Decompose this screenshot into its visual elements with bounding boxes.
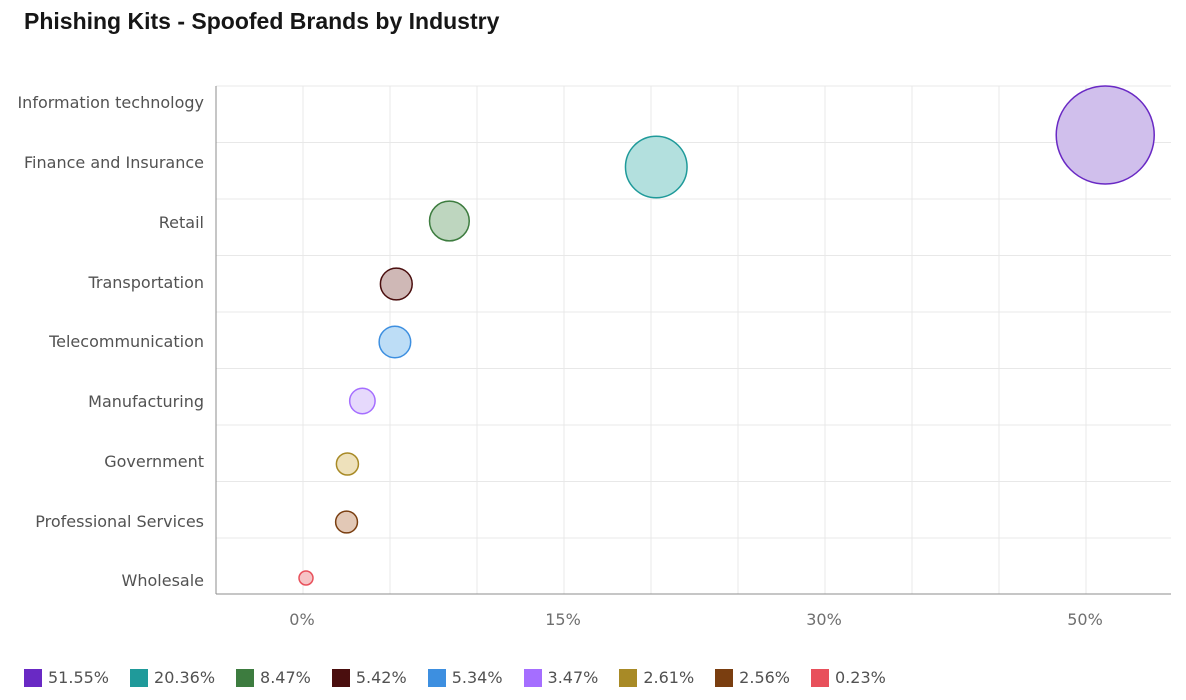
legend-label: 5.42%: [355, 668, 407, 687]
legend-label: 8.47%: [260, 668, 311, 687]
legend-label: 3.47%: [547, 668, 599, 687]
legend-swatch: [331, 668, 350, 687]
bubble-government[interactable]: [335, 452, 360, 476]
legend-swatch: [619, 668, 638, 687]
category-label: Manufacturing: [88, 392, 204, 411]
bubble-telecommunication[interactable]: [378, 325, 412, 359]
category-label: Transportation: [87, 273, 204, 292]
bubble-information-technology[interactable]: [1055, 85, 1155, 185]
bubble-manufacturing[interactable]: [348, 387, 376, 415]
bubble-chart: Information technology Finance and Insura…: [17, 85, 1171, 629]
bubble-retail[interactable]: [428, 200, 470, 242]
x-tick-labels: 0% 15% 30% 50%: [289, 610, 1102, 629]
legend-label: 2.61%: [643, 668, 695, 687]
legend: 51.55% 20.36% 8.47% 5.42% 5.34% 3.47% 2.61% 2.5…: [24, 668, 907, 687]
legend-label: 0.23%: [835, 668, 886, 687]
legend-item[interactable]: 0.23%: [811, 668, 886, 687]
x-tick-label: 50%: [1067, 610, 1103, 629]
legend-swatch: [24, 668, 42, 687]
x-tick-label: 0%: [289, 610, 314, 629]
legend-swatch: [715, 668, 734, 687]
legend-item[interactable]: 5.42%: [331, 668, 407, 687]
category-label: Professional Services: [35, 512, 204, 531]
chart-axes: [215, 86, 1171, 595]
bubbles: [298, 85, 1155, 586]
x-tick-label: 30%: [806, 610, 842, 629]
legend-label: 2.56%: [739, 668, 790, 687]
legend-item[interactable]: 20.36%: [130, 668, 215, 687]
legend-item[interactable]: 2.56%: [715, 668, 790, 687]
legend-item[interactable]: 51.55%: [24, 668, 109, 687]
chart-grid: [216, 85, 1171, 594]
legend-swatch: [427, 668, 446, 687]
category-label: Telecommunication: [48, 332, 204, 351]
bubble-professional-services[interactable]: [334, 510, 359, 534]
category-label: Government: [104, 452, 204, 471]
bubble-wholesale[interactable]: [298, 570, 314, 586]
category-label: Information technology: [17, 93, 204, 112]
legend-item[interactable]: 8.47%: [236, 668, 311, 687]
legend-label: 20.36%: [154, 668, 216, 687]
bubble-finance-and-insurance[interactable]: [624, 135, 688, 199]
category-label: Retail: [159, 213, 204, 232]
category-label: Finance and Insurance: [24, 153, 204, 172]
legend-item[interactable]: 2.61%: [619, 668, 694, 687]
legend-swatch: [130, 668, 149, 687]
legend-swatch: [811, 668, 829, 687]
legend-item[interactable]: 5.34%: [427, 668, 503, 687]
legend-swatch: [523, 668, 542, 687]
category-label: Wholesale: [122, 571, 204, 590]
legend-item[interactable]: 3.47%: [523, 668, 599, 687]
chart-title: Phishing Kits - Spoofed Brands by Indust…: [24, 8, 500, 34]
legend-label: 51.55%: [48, 668, 110, 687]
legend-swatch: [236, 668, 255, 687]
bubble-transportation[interactable]: [379, 267, 413, 301]
x-tick-label: 15%: [545, 610, 581, 629]
legend-label: 5.34%: [451, 668, 503, 687]
category-labels: Information technology Finance and Insura…: [17, 93, 204, 590]
